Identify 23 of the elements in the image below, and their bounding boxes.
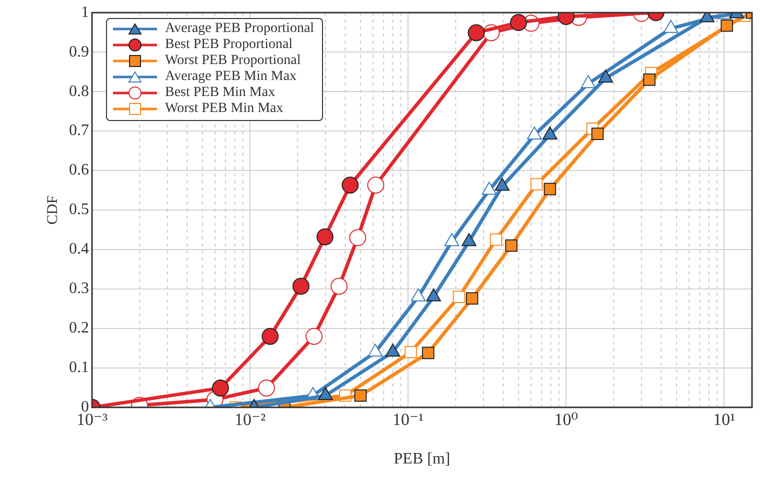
x-tick-label: 10⁻¹ [392,410,424,430]
y-tick-label: 0.6 [69,162,89,179]
x-axis-title: PEB [m] [394,450,450,468]
x-tick-label: 10⁻² [234,410,266,430]
y-tick-label: 0.1 [69,359,89,376]
y-tick-label: 1 [81,4,89,21]
y-tick-label: 0.3 [69,280,89,298]
legend-label: Best PEB Min Max [165,84,276,101]
x-tick-label: 10¹ [713,410,736,430]
legend-label: Best PEB Proportional [165,36,293,53]
x-tick-label: 10⁻³ [76,410,108,430]
y-tick-label: 0.7 [69,122,89,140]
y-tick-label: 0.4 [69,240,89,258]
y-axis-title: CDF [44,195,61,225]
x-tick-label: 10⁰ [554,410,578,430]
legend-label: Worst PEB Min Max [165,100,284,117]
y-tick-label: 0.5 [69,201,89,218]
y-tick-label: 0.8 [69,82,89,100]
legend-label: Average PEB Min Max [165,68,297,85]
legend-label: Average PEB Proportional [165,20,314,37]
y-tick-label: 0.9 [69,43,89,60]
y-tick-label: 0.2 [69,320,89,337]
legend-label: Worst PEB Proportional [165,52,301,69]
